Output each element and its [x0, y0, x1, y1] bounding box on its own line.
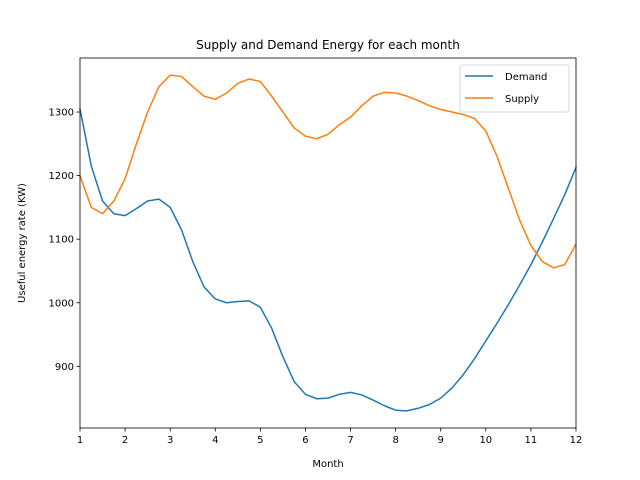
x-tick-label: 7: [347, 435, 353, 446]
y-axis-title: Useful energy rate (KW): [17, 183, 28, 303]
x-tick-label: 1: [77, 435, 83, 446]
x-axis-title: Month: [312, 459, 343, 470]
y-tick-label: 1300: [49, 108, 74, 119]
y-tick-label: 1000: [49, 298, 74, 309]
x-tick-label: 3: [167, 435, 173, 446]
legend-label-demand: Demand: [505, 72, 547, 83]
y-axis: 900 1000 1100 1200 1300: [49, 108, 80, 373]
x-axis: 1 2 3 4 5 6 7 8 9 10 11 12: [77, 428, 583, 446]
chart-title: Supply and Demand Energy for each month: [196, 38, 460, 52]
series-line-supply: [79, 74, 577, 269]
legend-label-supply: Supply: [505, 94, 539, 105]
series-line-demand: [79, 108, 577, 412]
x-tick-label: 6: [302, 435, 308, 446]
x-tick-label: 8: [392, 435, 398, 446]
x-tick-label: 5: [257, 435, 263, 446]
legend: Demand Supply: [459, 64, 570, 113]
x-tick-label: 2: [122, 435, 128, 446]
y-tick-label: 1100: [49, 235, 74, 246]
y-tick-label: 1200: [49, 171, 74, 182]
x-tick-label: 12: [570, 435, 583, 446]
x-tick-label: 11: [525, 435, 538, 446]
y-tick-label: 900: [55, 362, 74, 373]
x-tick-label: 10: [479, 435, 492, 446]
series-layer: [79, 74, 577, 412]
x-tick-label: 4: [212, 435, 218, 446]
x-tick-label: 9: [438, 435, 444, 446]
plot-frame: [79, 57, 577, 429]
